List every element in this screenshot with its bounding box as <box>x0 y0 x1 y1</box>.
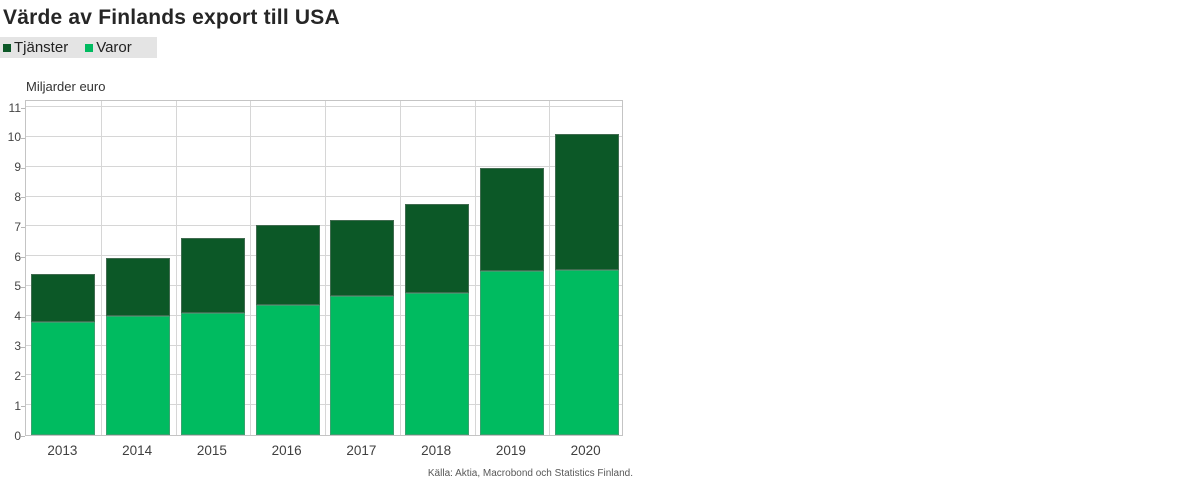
y-tick-label: 7 <box>14 219 21 234</box>
chart-title: Värde av Finlands export till USA <box>3 6 340 29</box>
x-tick-label-2016: 2016 <box>271 443 302 458</box>
source-note: Källa: Aktia, Macrobond och Statistics F… <box>427 468 633 479</box>
y-tick-mark <box>21 197 25 199</box>
gridline-vertical <box>250 101 252 435</box>
bar-segment-tjanster-2019 <box>479 168 544 272</box>
y-tick-label: 1 <box>14 398 21 413</box>
legend-label: Tjänster <box>14 39 69 56</box>
bar-segment-tjanster-2014 <box>106 257 171 316</box>
gridline-horizontal <box>26 255 622 257</box>
legend-label: Varor <box>96 39 132 56</box>
gridline-horizontal <box>26 284 622 286</box>
y-axis-title: Miljarder euro <box>26 79 106 94</box>
gridline-horizontal <box>26 344 622 346</box>
y-tick-label: 8 <box>14 189 21 204</box>
y-tick-mark <box>21 406 25 408</box>
bar-segment-tjanster-2017 <box>330 220 395 297</box>
x-tick-label-2014: 2014 <box>122 443 153 458</box>
gridline-horizontal <box>26 106 622 108</box>
y-tick-mark <box>21 227 25 229</box>
x-tick-label-2018: 2018 <box>421 443 452 458</box>
y-tick-label: 10 <box>7 130 21 145</box>
y-tick-label: 9 <box>14 160 21 175</box>
y-tick-label: 11 <box>8 100 21 115</box>
x-tick-label-2015: 2015 <box>196 443 227 458</box>
gridline-vertical <box>399 101 401 435</box>
x-tick-label-2017: 2017 <box>346 443 377 458</box>
y-tick-mark <box>21 436 25 437</box>
y-tick-label: 0 <box>14 428 21 443</box>
y-tick-mark <box>21 257 25 259</box>
y-tick-mark <box>21 167 25 169</box>
x-tick-label-2013: 2013 <box>47 443 78 458</box>
bar-segment-tjanster-2020 <box>554 133 619 270</box>
y-tick-mark <box>21 316 25 318</box>
gridline-horizontal <box>26 195 622 197</box>
gridline-vertical <box>175 101 177 435</box>
chart-legend: Tjänster Varor <box>0 37 157 58</box>
gridline-horizontal <box>26 165 622 167</box>
y-tick-mark <box>21 376 25 378</box>
y-tick-mark <box>21 108 25 110</box>
bar-segment-varor-2017 <box>330 296 395 435</box>
gridline-vertical <box>325 101 326 435</box>
bar-segment-tjanster-2016 <box>255 224 320 306</box>
legend-marker-icon <box>85 43 94 52</box>
gridline-horizontal <box>26 404 622 406</box>
legend-marker-icon <box>3 43 11 52</box>
y-tick-label: 2 <box>14 368 21 383</box>
x-tick-label-2019: 2019 <box>495 443 526 458</box>
gridline-vertical <box>100 101 102 435</box>
gridline-vertical <box>474 101 476 435</box>
gridline-vertical <box>549 101 551 435</box>
legend-item-varor: Varor <box>85 39 132 56</box>
x-tick-label-2020: 2020 <box>570 443 601 458</box>
y-tick-label: 4 <box>14 309 21 324</box>
bar-segment-varor-2020 <box>554 269 619 435</box>
gridline-horizontal <box>26 135 622 137</box>
bar-segment-varor-2019 <box>479 271 544 435</box>
bar-segment-tjanster-2018 <box>405 203 470 294</box>
plot-area <box>25 100 623 436</box>
y-tick-label: 3 <box>14 339 21 354</box>
y-tick-label: 6 <box>14 249 21 264</box>
bar-segment-varor-2014 <box>106 315 171 435</box>
gridline-horizontal <box>26 314 622 316</box>
bar-segment-varor-2013 <box>31 321 96 435</box>
gridline-horizontal <box>26 374 622 376</box>
bar-segment-varor-2015 <box>180 312 245 435</box>
y-tick-label: 5 <box>14 279 21 294</box>
y-tick-mark <box>21 286 25 288</box>
gridline-horizontal <box>26 225 622 227</box>
y-tick-mark <box>21 346 25 348</box>
bar-segment-tjanster-2015 <box>180 238 245 313</box>
legend-item-tjanster: Tjänster <box>3 39 68 56</box>
bar-segment-varor-2018 <box>405 293 470 435</box>
bar-segment-varor-2016 <box>255 305 320 435</box>
bar-segment-tjanster-2013 <box>31 274 96 322</box>
y-tick-mark <box>21 137 25 139</box>
